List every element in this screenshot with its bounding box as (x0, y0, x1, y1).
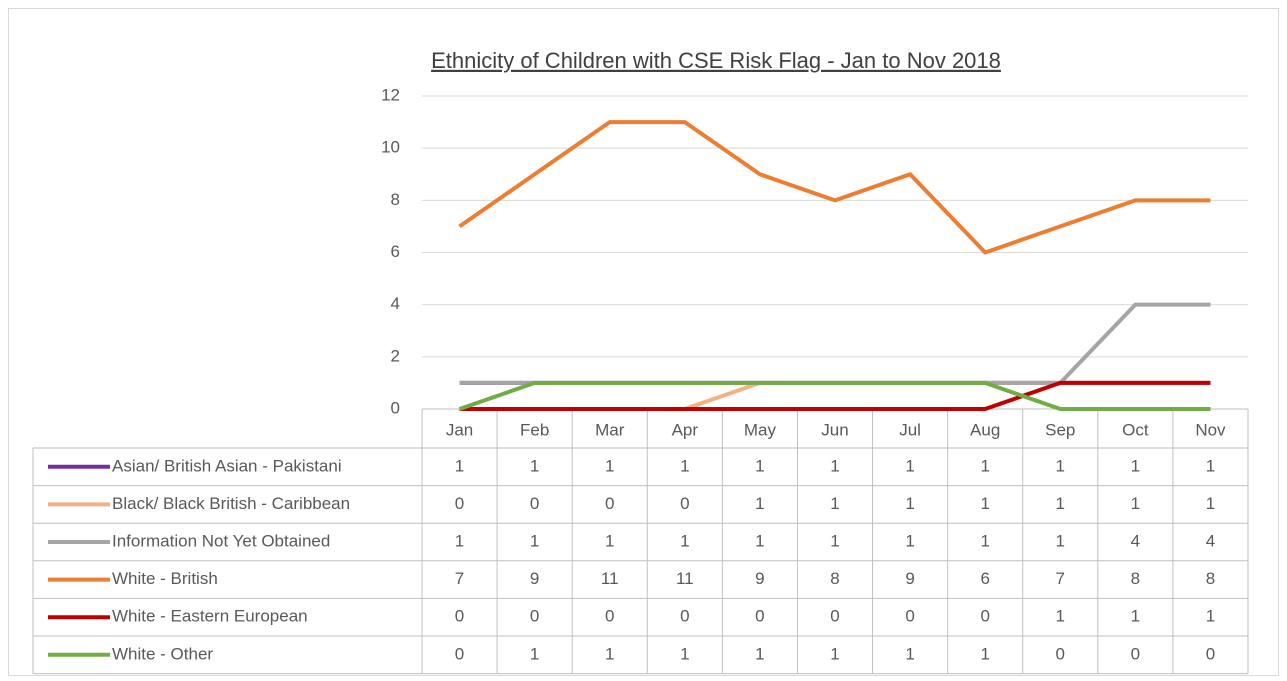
table-value: 1 (1206, 494, 1215, 513)
table-value: 8 (830, 569, 839, 588)
x-tick-label: Aug (970, 420, 1000, 439)
y-tick-label: 10 (381, 138, 400, 157)
table-value: 1 (830, 494, 839, 513)
table-value: 0 (980, 607, 989, 626)
x-tick-label: Jul (899, 420, 921, 439)
table-value: 1 (530, 644, 539, 663)
table-value: 8 (1131, 569, 1140, 588)
chart-title: Ethnicity of Children with CSE Risk Flag… (431, 48, 1001, 73)
table-value: 1 (455, 531, 464, 550)
table-value: 1 (455, 456, 464, 475)
x-tick-label: Jan (446, 420, 473, 439)
legend-label: Asian/ British Asian - Pakistani (112, 456, 342, 475)
table-value: 1 (680, 644, 689, 663)
table-value: 9 (530, 569, 539, 588)
x-tick-label: Oct (1122, 420, 1149, 439)
table-value: 6 (980, 569, 989, 588)
table-value: 1 (980, 494, 989, 513)
table-value: 0 (530, 494, 539, 513)
table-value: 1 (980, 531, 989, 550)
table-value: 0 (530, 607, 539, 626)
series-line (459, 380, 1211, 411)
legend-label: Information Not Yet Obtained (112, 531, 330, 550)
table-value: 1 (1131, 607, 1140, 626)
legend-label: White - Other (112, 644, 213, 663)
table-value: 1 (755, 531, 764, 550)
x-tick-label: Feb (520, 420, 549, 439)
table-value: 1 (1206, 607, 1215, 626)
table-value: 0 (605, 494, 614, 513)
table-value: 0 (455, 494, 464, 513)
table-value: 7 (455, 569, 464, 588)
table-value: 1 (980, 456, 989, 475)
table-value: 4 (1131, 531, 1140, 550)
table-value: 1 (830, 531, 839, 550)
table-value: 1 (1206, 456, 1215, 475)
y-tick-label: 0 (391, 398, 400, 417)
table-value: 0 (605, 607, 614, 626)
table-value: 0 (1131, 644, 1140, 663)
table-value: 1 (755, 494, 764, 513)
x-tick-label: May (744, 420, 777, 439)
x-tick-label: Apr (672, 420, 699, 439)
series-line (458, 120, 1211, 255)
y-tick-label: 4 (391, 294, 400, 313)
table-value: 1 (1056, 456, 1065, 475)
table-value: 1 (905, 494, 914, 513)
x-tick-label: Mar (595, 420, 625, 439)
y-tick-label: 8 (391, 190, 400, 209)
table-value: 0 (680, 494, 689, 513)
table-value: 1 (1056, 607, 1065, 626)
table-value: 1 (755, 644, 764, 663)
table-value: 7 (1056, 569, 1065, 588)
table-value: 1 (980, 644, 989, 663)
table-value: 0 (680, 607, 689, 626)
table-value: 1 (830, 456, 839, 475)
table-value: 1 (1056, 494, 1065, 513)
table-value: 1 (755, 456, 764, 475)
table-value: 0 (455, 607, 464, 626)
table-value: 1 (1131, 456, 1140, 475)
table-value: 9 (905, 569, 914, 588)
x-tick-label: Jun (821, 420, 848, 439)
legend-label: Black/ Black British - Caribbean (112, 494, 350, 513)
x-tick-label: Nov (1195, 420, 1226, 439)
table-value: 1 (905, 644, 914, 663)
table-value: 0 (830, 607, 839, 626)
table-value: 1 (905, 456, 914, 475)
table-value: 1 (530, 456, 539, 475)
table-value: 0 (755, 607, 764, 626)
series-line (458, 380, 1211, 411)
table-value: 0 (455, 644, 464, 663)
table-value: 1 (530, 531, 539, 550)
table-value: 1 (605, 456, 614, 475)
y-tick-label: 12 (381, 85, 400, 104)
table-value: 9 (755, 569, 764, 588)
table-value: 1 (680, 456, 689, 475)
table-value: 11 (601, 569, 619, 588)
table-value: 1 (830, 644, 839, 663)
table-value: 0 (905, 607, 914, 626)
x-tick-label: Sep (1045, 420, 1075, 439)
table-value: 1 (680, 531, 689, 550)
table-value: 0 (1206, 644, 1215, 663)
table-value: 1 (1056, 531, 1065, 550)
legend-label: White - British (112, 569, 218, 588)
table-value: 8 (1206, 569, 1215, 588)
table-value: 1 (605, 644, 614, 663)
y-tick-label: 6 (391, 242, 400, 261)
chart-border (8, 8, 1279, 676)
table-value: 11 (676, 569, 694, 588)
table-value: 4 (1206, 531, 1215, 550)
table-value: 1 (1131, 494, 1140, 513)
legend-label: White - Eastern European (112, 607, 308, 626)
table-value: 1 (905, 531, 914, 550)
y-tick-label: 2 (391, 346, 400, 365)
table-value: 1 (605, 531, 614, 550)
table-value: 0 (1056, 644, 1065, 663)
